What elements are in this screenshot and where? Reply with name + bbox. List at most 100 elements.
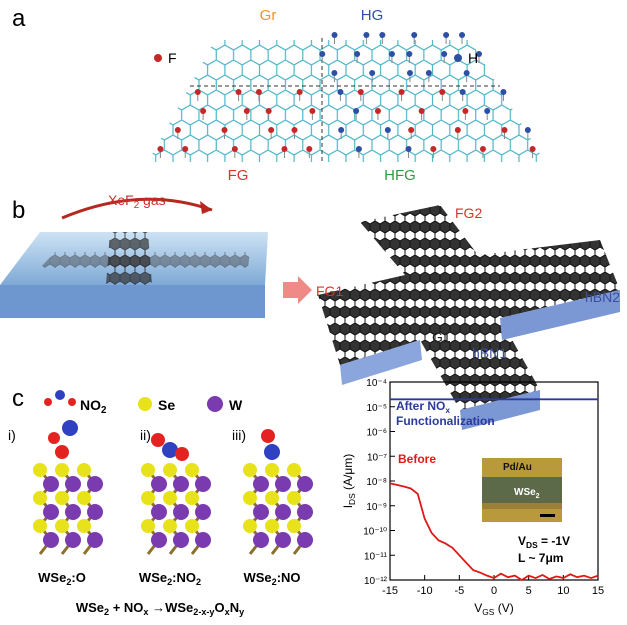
x-axis-label: VGS (V)	[474, 601, 513, 617]
atom	[268, 127, 275, 133]
atom-se	[287, 463, 301, 477]
text: →WSe	[148, 600, 193, 615]
graphene-strip	[40, 252, 250, 268]
atom	[430, 146, 437, 152]
region-label: HFG	[384, 167, 416, 184]
atom-se	[77, 519, 91, 533]
x-tick-label: -10	[417, 585, 433, 597]
atom-o	[48, 432, 60, 444]
cross-device	[318, 205, 620, 410]
legend-dot	[154, 54, 162, 62]
atom-w	[173, 476, 189, 492]
arrow	[283, 276, 312, 304]
x-tick-label: 15	[592, 585, 604, 597]
inset-label: Pd/Au	[503, 462, 532, 473]
device-label: hBN1	[472, 345, 507, 361]
atom-w	[195, 532, 211, 548]
text: WSe	[514, 487, 536, 498]
text: 2	[536, 493, 540, 500]
text: :NO	[172, 570, 196, 585]
x-tick-label: -15	[382, 585, 398, 597]
atom	[331, 32, 338, 38]
x-tick-label: -5	[454, 585, 464, 597]
text: x	[445, 405, 450, 415]
atom-o	[151, 433, 165, 447]
atom	[425, 70, 432, 76]
panel-label: b	[12, 197, 25, 224]
atom-o	[175, 447, 189, 461]
y-tick-label: 10⁻⁸	[366, 477, 387, 488]
atom	[418, 108, 425, 114]
atom	[355, 146, 362, 152]
text: 2	[101, 405, 107, 416]
atom-w	[65, 476, 81, 492]
series-line	[389, 482, 599, 582]
atom-w	[275, 476, 291, 492]
atom	[388, 51, 395, 57]
atom	[357, 89, 364, 95]
atom	[182, 146, 189, 152]
atom	[454, 127, 461, 133]
atom-w	[87, 476, 103, 492]
text: y	[239, 607, 245, 617]
atom	[374, 108, 381, 114]
y-tick-label: 10⁻¹²	[364, 576, 388, 587]
atom	[296, 89, 303, 95]
y-tick-label: 10⁻¹⁰	[363, 527, 387, 538]
legend-label: NO2	[80, 397, 107, 416]
atom-w	[195, 504, 211, 520]
region-label: HG	[361, 7, 384, 24]
atom	[439, 89, 446, 95]
atom	[306, 146, 313, 152]
atom-n	[162, 442, 178, 458]
atom-w	[297, 532, 313, 548]
atom-se	[163, 519, 177, 533]
atoms	[157, 32, 536, 158]
atom	[529, 146, 536, 152]
text: (V)	[494, 601, 513, 615]
atom-se	[265, 463, 279, 477]
hbn-side	[500, 290, 620, 340]
atom	[411, 32, 418, 38]
annotation: Functionalization	[396, 414, 495, 428]
atom	[319, 51, 326, 57]
text: 2	[272, 577, 277, 587]
atom	[398, 89, 405, 95]
atom	[459, 32, 466, 38]
structure-label: WSe2:NO2	[139, 570, 201, 587]
atom-n	[55, 390, 65, 400]
atom-se	[55, 491, 69, 505]
scale-bar	[540, 514, 555, 517]
atom	[408, 127, 415, 133]
atom-w	[87, 532, 103, 548]
atom-w	[253, 476, 269, 492]
atom	[524, 127, 531, 133]
atom-se	[185, 519, 199, 533]
atom-w	[65, 532, 81, 548]
atom-w	[151, 532, 167, 548]
atom-w	[297, 504, 313, 520]
atom-se	[265, 519, 279, 533]
atom	[384, 127, 391, 133]
crystals	[33, 420, 313, 555]
x-tick-label: 0	[491, 585, 497, 597]
text: WSe	[139, 570, 167, 585]
panel-label: c	[12, 385, 24, 412]
atom-w	[207, 396, 223, 412]
text: After NO	[396, 399, 445, 413]
atom	[379, 32, 386, 38]
atom	[462, 108, 469, 114]
text: :NO	[277, 570, 301, 585]
atom	[265, 108, 272, 114]
structure-label: WSe2:NO	[243, 570, 300, 587]
legend-label: H	[468, 50, 478, 66]
atom	[441, 51, 448, 57]
atom	[463, 70, 470, 76]
text: = -1V	[538, 534, 570, 548]
atom	[501, 127, 508, 133]
legend-label: Se	[158, 397, 175, 413]
atom-o	[68, 398, 76, 406]
panel-label: a	[12, 5, 26, 32]
text: GS	[482, 607, 495, 617]
atom	[405, 146, 412, 152]
